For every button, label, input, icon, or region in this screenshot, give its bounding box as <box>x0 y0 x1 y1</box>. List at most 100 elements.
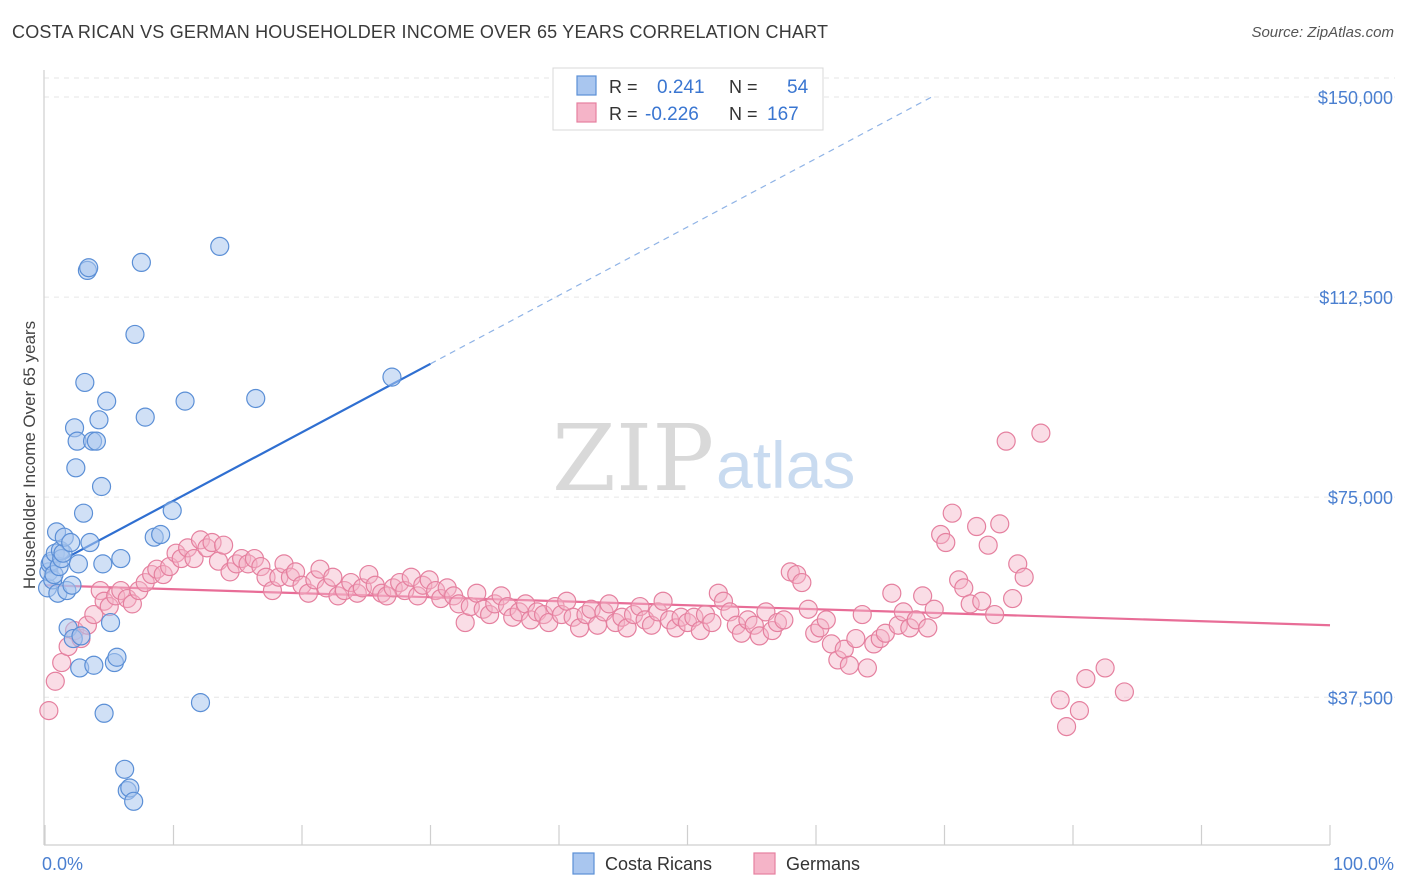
watermark: ZIP atlas <box>552 405 855 512</box>
point-costa-ricans <box>66 458 86 478</box>
x-tick-label: 100.0% <box>1333 854 1394 874</box>
point-costa-ricans <box>135 407 155 427</box>
legend-label-costa-ricans: Costa Ricans <box>605 854 712 874</box>
source-credit: Source: ZipAtlas.com <box>1251 24 1394 41</box>
legend-n-value: 167 <box>767 104 799 125</box>
point-costa-ricans <box>125 324 145 345</box>
point-germans <box>738 610 758 630</box>
point-costa-ricans <box>61 532 81 553</box>
point-germans <box>491 586 511 606</box>
legend-r-label: R = <box>609 104 638 124</box>
point-germans <box>810 618 830 638</box>
y-tick-label: $150,000 <box>1318 88 1393 108</box>
y-tick-label: $75,000 <box>1328 488 1393 508</box>
point-germans <box>437 578 457 598</box>
data-points <box>37 236 1135 811</box>
point-costa-ricans <box>107 647 127 667</box>
point-germans <box>135 572 155 593</box>
point-costa-ricans <box>151 524 171 545</box>
point-germans <box>1076 668 1096 689</box>
chart-title: COSTA RICAN VS GERMAN HOUSEHOLDER INCOME… <box>12 22 829 42</box>
legend-n-label: N = <box>729 104 758 124</box>
point-germans <box>480 604 500 625</box>
point-germans <box>153 564 173 585</box>
point-germans <box>744 615 764 635</box>
point-germans <box>924 599 944 619</box>
point-germans <box>1056 717 1077 737</box>
point-germans <box>190 530 211 550</box>
legend-swatch-pink <box>576 102 597 123</box>
point-germans <box>117 588 137 609</box>
point-germans <box>467 583 487 603</box>
trend-line-germans <box>44 584 1331 627</box>
point-germans <box>839 655 860 675</box>
point-germans <box>106 586 126 606</box>
point-costa-ricans <box>175 391 195 411</box>
legend-box <box>552 67 824 131</box>
point-costa-ricans <box>100 612 121 633</box>
y-tick-label: $37,500 <box>1328 688 1393 708</box>
legend-r-value: 0.241 <box>657 77 705 98</box>
point-germans <box>1095 658 1115 678</box>
legend-r-label: R = <box>609 77 638 97</box>
legend-swatch-germans <box>753 852 776 875</box>
point-germans <box>985 604 1005 625</box>
point-germans <box>918 618 938 638</box>
point-germans <box>702 612 722 633</box>
point-costa-ricans <box>111 548 131 569</box>
point-germans <box>473 599 493 619</box>
point-germans <box>599 594 619 614</box>
trend-lines <box>44 96 1331 627</box>
trend-line-costa-ricans-extension <box>430 96 932 365</box>
point-germans <box>623 604 644 625</box>
point-costa-ricans <box>91 476 112 497</box>
point-costa-ricans <box>80 532 100 553</box>
point-germans <box>220 562 240 582</box>
point-germans <box>372 583 392 603</box>
point-germans <box>251 556 271 577</box>
point-germans <box>978 535 998 555</box>
point-germans <box>347 583 367 603</box>
point-germans <box>244 548 265 569</box>
point-germans <box>1014 567 1034 587</box>
point-germans <box>1050 690 1070 710</box>
point-costa-ricans <box>382 367 402 387</box>
point-germans <box>605 612 626 633</box>
point-costa-ricans <box>131 252 151 273</box>
legend-series: Costa Ricans Germans <box>572 852 860 875</box>
point-germans <box>870 628 890 649</box>
axis-labels: $37,500 $75,000 $112,500 $150,000 0.0% 100.0%… <box>20 88 1394 874</box>
point-germans <box>94 591 114 611</box>
point-costa-ricans <box>75 372 95 393</box>
point-germans <box>846 628 866 649</box>
point-costa-ricans <box>94 703 114 723</box>
watermark-zip: ZIP <box>552 405 714 512</box>
point-germans <box>990 514 1010 534</box>
point-germans <box>129 580 149 601</box>
point-germans <box>341 572 361 593</box>
point-germans <box>292 575 312 595</box>
point-costa-ricans <box>68 554 89 574</box>
point-costa-ricans <box>71 626 91 646</box>
point-germans <box>545 596 565 617</box>
point-germans <box>214 535 234 555</box>
point-costa-ricans <box>84 655 104 675</box>
point-costa-ricans <box>124 791 144 811</box>
point-germans <box>774 610 794 630</box>
point-germans <box>972 591 992 611</box>
point-germans <box>328 586 348 606</box>
point-germans <box>967 516 987 537</box>
point-germans <box>197 538 217 558</box>
point-germans <box>852 604 872 625</box>
point-germans <box>954 578 974 598</box>
legend-n-value: 54 <box>787 77 809 98</box>
point-germans <box>455 612 475 633</box>
point-germans <box>906 610 926 630</box>
point-germans <box>882 583 902 603</box>
legend-r-value: -0.226 <box>645 104 699 125</box>
point-germans <box>413 575 433 595</box>
point-germans <box>648 602 668 622</box>
point-costa-ricans <box>86 431 107 451</box>
axes <box>43 70 1331 846</box>
point-germans <box>323 567 343 587</box>
